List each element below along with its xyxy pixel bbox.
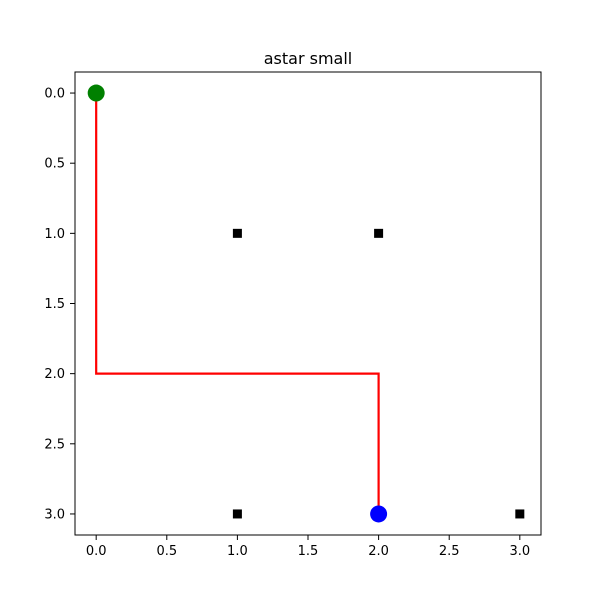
y-tick-label-1: 0.5 [44, 157, 65, 172]
obstacle-marker-1 [374, 228, 384, 238]
plot-area [87, 84, 525, 523]
start-marker [87, 84, 105, 102]
goal-marker [370, 505, 388, 523]
y-tick-label-0: 0.0 [44, 87, 65, 102]
x-tick-label-4: 2.0 [368, 544, 389, 559]
x-tick-label-3: 1.5 [298, 544, 319, 559]
y-tick-label-4: 2.0 [44, 367, 65, 382]
obstacle-marker-2 [232, 509, 242, 519]
axes-frame [74, 71, 542, 536]
y-tick-label-5: 2.5 [44, 437, 65, 452]
axes: 0.0 0.5 1.0 1.5 2.0 2.5 3.0 0.0 0.5 1.0 1.5 2.0 2.5 3… [44, 71, 542, 559]
x-tick-label-0: 0.0 [86, 544, 107, 559]
y-tick-label-6: 3.0 [44, 507, 65, 522]
x-tick-label-6: 3.0 [509, 544, 530, 559]
obstacle-marker-3 [515, 509, 525, 519]
x-tick-label-1: 0.5 [156, 544, 177, 559]
chart-title: astar small [264, 49, 353, 68]
x-tick-label-5: 2.5 [439, 544, 460, 559]
y-tick-label-2: 1.0 [44, 227, 65, 242]
obstacle-marker-0 [232, 228, 242, 238]
x-tick-label-2: 1.0 [227, 544, 248, 559]
path-line [95, 93, 380, 514]
y-tick-label-3: 1.5 [44, 297, 65, 312]
